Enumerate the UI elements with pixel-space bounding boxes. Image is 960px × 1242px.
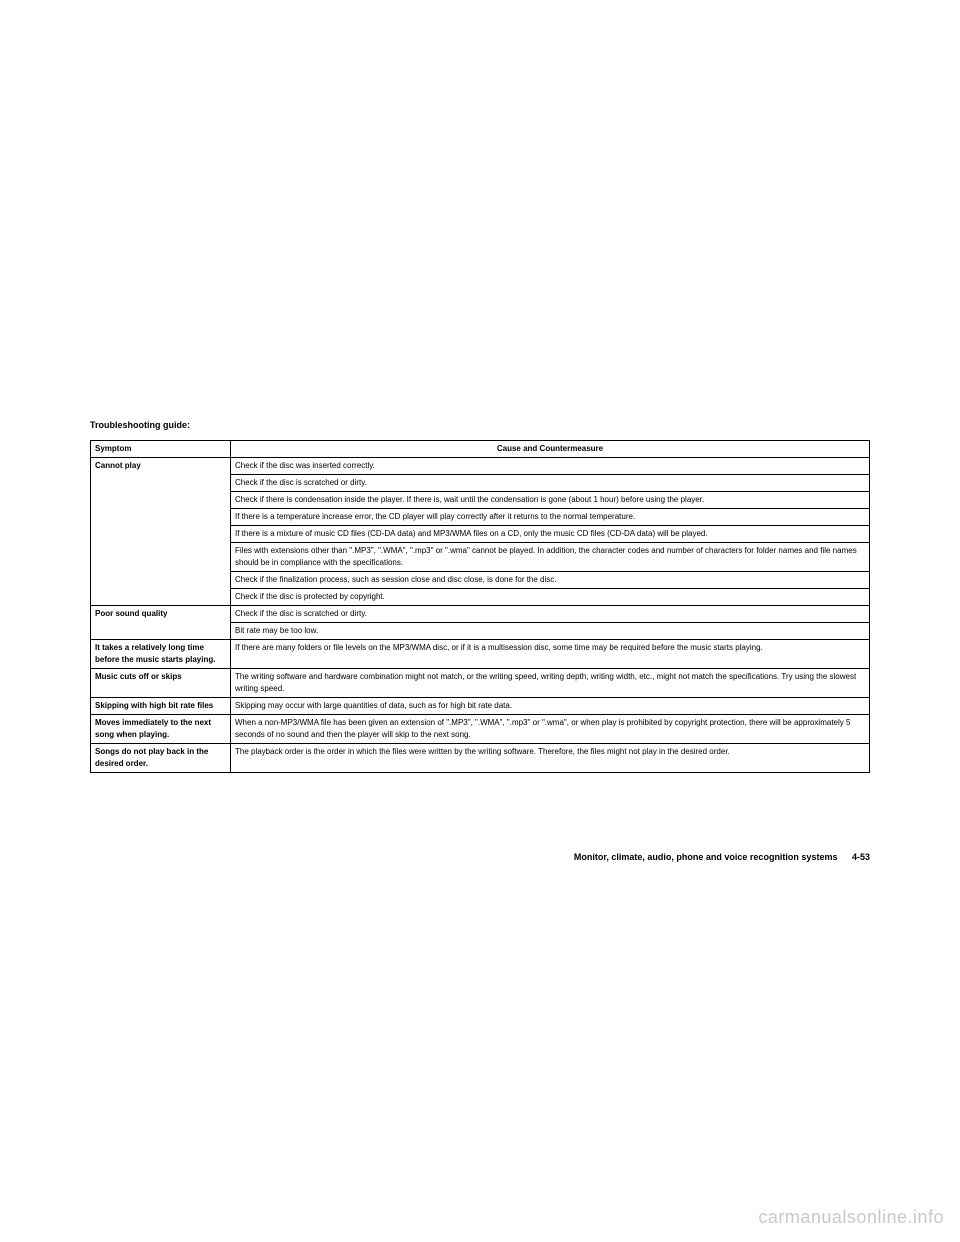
symptom-cell: Cannot play	[91, 458, 231, 606]
table-row: Poor sound quality Check if the disc is …	[91, 606, 870, 623]
troubleshooting-title: Troubleshooting guide:	[90, 420, 870, 430]
table-row: Music cuts off or skips The writing soft…	[91, 669, 870, 698]
table-row: Cannot play Check if the disc was insert…	[91, 458, 870, 475]
cause-cell: Check if the disc is scratched or dirty.	[231, 475, 870, 492]
cause-cell: The playback order is the order in which…	[231, 744, 870, 773]
cause-cell: When a non-MP3/WMA file has been given a…	[231, 715, 870, 744]
cause-cell: Check if the finalization process, such …	[231, 572, 870, 589]
page-footer: Monitor, climate, audio, phone and voice…	[574, 852, 870, 862]
watermark: carmanualsonline.info	[758, 1207, 944, 1228]
cause-cell: Check if the disc was inserted correctly…	[231, 458, 870, 475]
symptom-cell: Poor sound quality	[91, 606, 231, 640]
table-row: Songs do not play back in the desired or…	[91, 744, 870, 773]
cause-cell: If there are many folders or file levels…	[231, 640, 870, 669]
cause-cell: If there is a mixture of music CD files …	[231, 526, 870, 543]
cause-cell: Skipping may occur with large quantities…	[231, 698, 870, 715]
cause-cell: If there is a temperature increase error…	[231, 509, 870, 526]
symptom-cell: It takes a relatively long time before t…	[91, 640, 231, 669]
cause-header: Cause and Countermeasure	[231, 441, 870, 458]
troubleshooting-table: Symptom Cause and Countermeasure Cannot …	[90, 440, 870, 773]
cause-cell: The writing software and hardware combin…	[231, 669, 870, 698]
table-header-row: Symptom Cause and Countermeasure	[91, 441, 870, 458]
symptom-cell: Moves immediately to the next song when …	[91, 715, 231, 744]
symptom-header: Symptom	[91, 441, 231, 458]
cause-cell: Check if the disc is scratched or dirty.	[231, 606, 870, 623]
cause-cell: Check if there is condensation inside th…	[231, 492, 870, 509]
cause-cell: Files with extensions other than ".MP3",…	[231, 543, 870, 572]
table-row: Moves immediately to the next song when …	[91, 715, 870, 744]
page-number: 4-53	[852, 852, 870, 862]
symptom-cell: Music cuts off or skips	[91, 669, 231, 698]
cause-cell: Check if the disc is protected by copyri…	[231, 589, 870, 606]
page-content: Troubleshooting guide: Symptom Cause and…	[90, 420, 870, 773]
symptom-cell: Skipping with high bit rate files	[91, 698, 231, 715]
cause-cell: Bit rate may be too low.	[231, 623, 870, 640]
table-row: It takes a relatively long time before t…	[91, 640, 870, 669]
footer-section: Monitor, climate, audio, phone and voice…	[574, 852, 838, 862]
symptom-cell: Songs do not play back in the desired or…	[91, 744, 231, 773]
table-row: Skipping with high bit rate files Skippi…	[91, 698, 870, 715]
